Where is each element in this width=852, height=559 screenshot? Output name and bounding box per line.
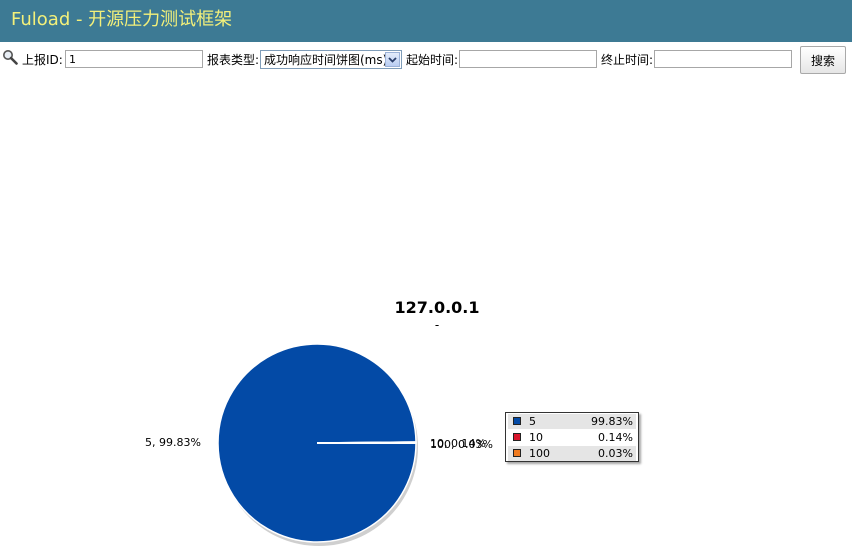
report-id-label: 上报ID: [22,53,63,67]
legend-swatch [513,417,521,425]
report-type-select[interactable]: 成功响应时间饼图(ms) [260,50,402,69]
app-title: Fuload - 开源压力测试框架 [11,9,233,30]
slice-label-5: 5, 99.83% [145,436,201,449]
chevron-down-icon[interactable] [385,52,400,67]
search-icon [3,50,18,65]
chart-title: 127.0.0.1 [394,298,480,317]
report-id-input[interactable] [65,50,203,68]
start-time-input[interactable] [459,50,597,68]
start-time-label: 起始时间: [406,53,459,67]
legend-series-name: 5 [529,415,536,428]
slice-label-10: 10, 0.14% [430,437,486,450]
report-type-label: 报表类型: [207,53,260,67]
legend-series-name: 100 [529,447,550,460]
legend-series-name: 10 [529,431,543,444]
legend-swatch [513,433,521,441]
legend-swatch [513,449,521,457]
legend-percent: 0.14% [598,431,633,444]
filter-toolbar: 上报ID: 报表类型: 成功响应时间饼图(ms) 起始时间: 终止时间: 搜索 [0,46,852,76]
end-time-label: 终止时间: [601,53,654,67]
report-type-selected-value: 成功响应时间饼图(ms) [264,53,388,67]
legend-item-100: 100 0.03% [508,446,636,461]
end-time-input[interactable] [654,50,792,68]
legend-percent: 0.03% [598,447,633,460]
slice-label-100: 100, 0.03% [430,438,493,451]
app-header: Fuload - 开源压力测试框架 [0,0,852,42]
chart-legend: 5 99.83% 10 0.14% 100 0.03% [505,412,639,462]
legend-percent: 99.83% [591,415,633,428]
legend-item-5: 5 99.83% [508,414,636,429]
search-button[interactable]: 搜索 [800,46,846,74]
chart-subtitle: - [434,318,440,332]
legend-item-10: 10 0.14% [508,430,636,445]
